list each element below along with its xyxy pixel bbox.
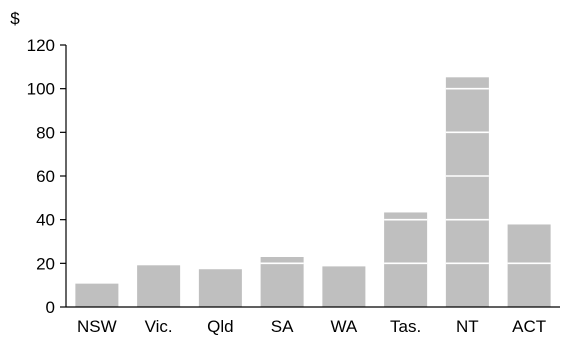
y-axis-unit-label: $ [10,9,20,28]
x-tick-label: Tas. [390,317,421,336]
bar-vic [137,265,181,307]
y-tick-label: 40 [36,211,55,230]
bar-tas [384,212,428,307]
y-tick-label: 100 [27,80,55,99]
x-tick-label: ACT [512,317,546,336]
bar-qld [198,269,242,307]
bar-sa [260,257,304,307]
x-tick-labels: NSW Vic. Qld SA WA Tas. NT ACT [77,317,546,336]
y-ticks: 0 20 40 60 80 100 120 [27,36,66,317]
bars [75,77,551,308]
y-tick-label: 0 [46,298,55,317]
x-tick-label: Qld [207,317,233,336]
x-tick-label: WA [330,317,357,336]
x-tick-label: NT [456,317,479,336]
x-tick-label: SA [271,317,294,336]
y-tick-label: 120 [27,36,55,55]
bar-act [507,224,551,307]
y-tick-label: 80 [36,123,55,142]
y-tick-label: 20 [36,254,55,273]
y-axis: $ [10,9,20,28]
bar-gridlines [260,87,551,265]
bar-wa [322,266,366,307]
y-tick-label: 60 [36,167,55,186]
x-tick-label: Vic. [145,317,173,336]
bar-nt [445,77,489,308]
x-tick-label: NSW [77,317,117,336]
bar-nsw [75,283,119,307]
